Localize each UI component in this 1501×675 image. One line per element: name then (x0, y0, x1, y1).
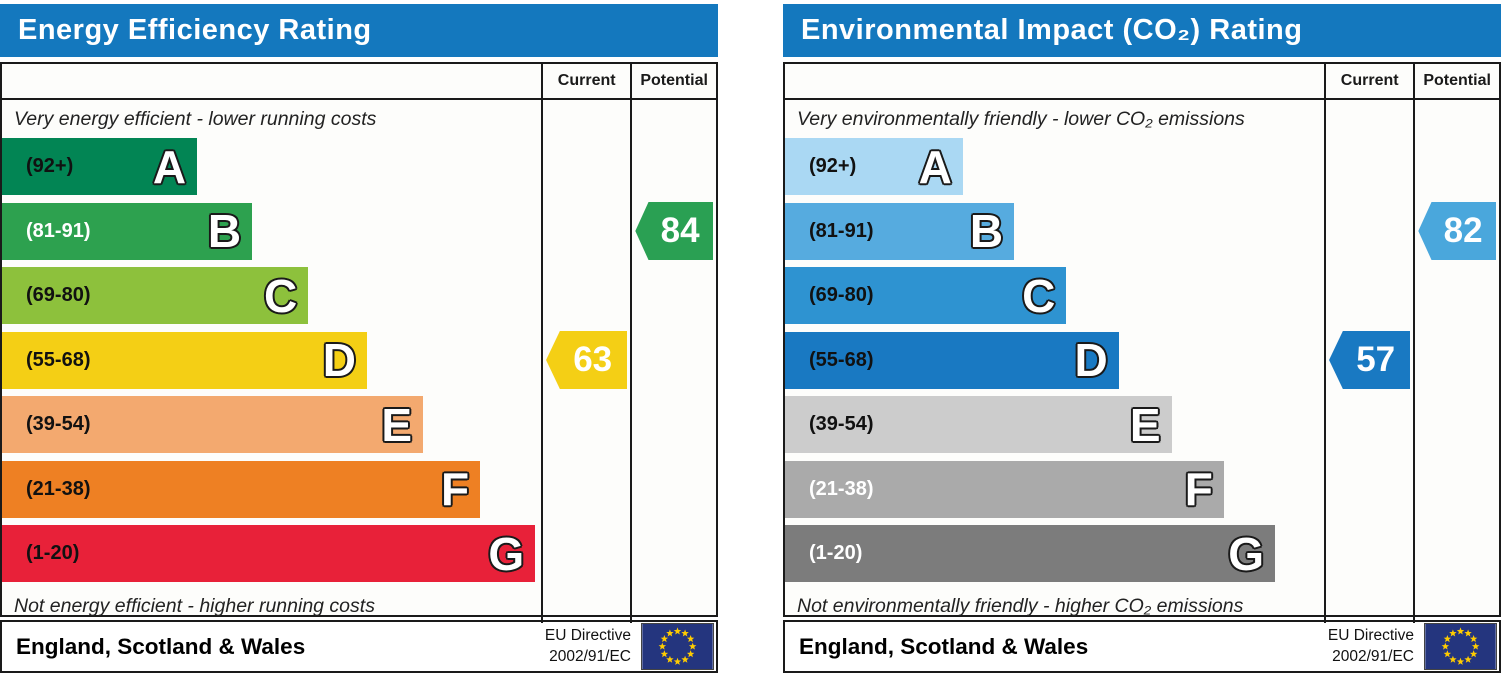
epc-band-b: (81-91) B (785, 202, 1015, 260)
bands-area: Very energy efficient - lower running co… (2, 100, 541, 623)
epc-band-g: (1-20) G (785, 525, 1275, 582)
band-range: (1-20) (809, 542, 863, 564)
chart-footer: England, Scotland & Wales EU Directive 2… (0, 620, 718, 673)
current-rating-value: 57 (1356, 340, 1396, 379)
current-rating-value: 63 (573, 340, 613, 379)
band-range: (55-68) (809, 348, 874, 371)
current-column: 57 (1324, 100, 1413, 623)
potential-column: 84 (630, 100, 716, 623)
current-rating-arrow: 57 (1329, 331, 1411, 389)
top-note: Very energy efficient - lower running co… (14, 107, 377, 130)
epc-band-g: (1-20) G (2, 525, 536, 582)
chart-title-bar: Environmental Impact (CO₂) Rating (783, 4, 1501, 57)
eu-flag-icon (1424, 623, 1497, 670)
eu-directive-line2: 2002/91/EC (549, 647, 631, 665)
potential-column: 82 (1413, 100, 1499, 623)
band-range: (55-68) (26, 348, 91, 371)
band-letter: G (1228, 527, 1264, 580)
potential-column-header: Potential (630, 64, 716, 100)
epc-band-a: (92+) A (785, 138, 963, 195)
potential-rating-value: 82 (1443, 211, 1483, 250)
band-letter: E (1129, 398, 1161, 451)
band-range: (92+) (809, 155, 857, 177)
current-column-header: Current (1324, 64, 1414, 100)
footer-right-group: EU Directive 2002/91/EC (545, 623, 714, 670)
table-corner-cell (785, 64, 1325, 100)
table-corner-cell (2, 64, 542, 100)
band-range: (69-80) (809, 284, 874, 306)
eu-directive-line1: EU Directive (1327, 627, 1414, 645)
band-range: (81-91) (809, 219, 874, 242)
band-range: (81-91) (26, 219, 91, 242)
band-range: (21-38) (809, 477, 874, 500)
band-letter: D (322, 334, 356, 386)
epc-band-f: (21-38) F (2, 460, 481, 518)
band-letter: A (918, 140, 952, 193)
band-letter: B (969, 205, 1004, 257)
band-range: (69-80) (26, 284, 91, 306)
current-rating-arrow: 63 (546, 331, 628, 389)
band-letter: F (441, 463, 470, 515)
epc-band-e: (39-54) E (2, 396, 423, 453)
energy-efficiency-chart: Energy Efficiency Rating Current Potenti… (0, 0, 718, 675)
current-column-header: Current (541, 64, 631, 100)
chart-title: Energy Efficiency Rating (18, 14, 372, 46)
band-letter: B (207, 205, 242, 257)
environmental-impact-chart: Environmental Impact (CO₂) Rating Curren… (783, 0, 1501, 675)
band-range: (1-20) (26, 542, 80, 564)
bottom-note: Not environmentally friendly - higher CO… (797, 594, 1244, 617)
epc-band-f: (21-38) F (785, 460, 1224, 518)
region-label: England, Scotland & Wales (799, 633, 1089, 659)
bottom-note: Not energy efficient - higher running co… (14, 594, 375, 617)
band-range: (39-54) (809, 413, 874, 435)
current-column: 63 (541, 100, 630, 623)
band-letter: A (152, 140, 187, 193)
potential-rating-arrow: 84 (635, 202, 713, 260)
chart-footer: England, Scotland & Wales EU Directive 2… (783, 620, 1501, 673)
band-letter: F (1184, 463, 1213, 515)
potential-rating-value: 84 (660, 211, 700, 250)
epc-band-a: (92+) A (2, 138, 198, 195)
eu-flag-icon (641, 623, 714, 670)
band-range: (21-38) (26, 477, 91, 500)
eu-directive-label: EU Directive 2002/91/EC (545, 626, 631, 666)
rating-table: Current Potential Very environmentally f… (783, 62, 1501, 623)
potential-rating-arrow: 82 (1418, 202, 1496, 260)
top-note: Very environmentally friendly - lower CO… (797, 107, 1245, 130)
band-letter: G (488, 527, 525, 580)
epc-band-b: (81-91) B (2, 202, 253, 260)
bands-area: Very environmentally friendly - lower CO… (785, 100, 1324, 623)
chart-title-bar: Energy Efficiency Rating (0, 4, 718, 57)
region-label: England, Scotland & Wales (16, 633, 306, 659)
epc-band-c: (69-80) C (2, 267, 309, 324)
band-letter: E (381, 398, 412, 451)
epc-band-d: (55-68) D (2, 331, 367, 389)
band-letter: D (1074, 334, 1108, 386)
eu-directive-label: EU Directive 2002/91/EC (1328, 626, 1414, 666)
epc-band-e: (39-54) E (785, 396, 1172, 453)
eu-directive-line1: EU Directive (544, 627, 631, 645)
footer-right-group: EU Directive 2002/91/EC (1328, 623, 1497, 670)
rating-table: Current Potential Very energy efficient … (0, 62, 718, 623)
epc-band-d: (55-68) D (785, 331, 1119, 389)
eu-directive-line2: 2002/91/EC (1332, 647, 1414, 665)
band-range: (39-54) (26, 413, 91, 435)
chart-title: Environmental Impact (CO₂) Rating (801, 14, 1303, 46)
epc-band-c: (69-80) C (785, 267, 1067, 324)
band-letter: C (1022, 269, 1056, 322)
potential-column-header: Potential (1413, 64, 1499, 100)
band-letter: C (263, 269, 298, 322)
band-range: (92+) (26, 155, 74, 177)
